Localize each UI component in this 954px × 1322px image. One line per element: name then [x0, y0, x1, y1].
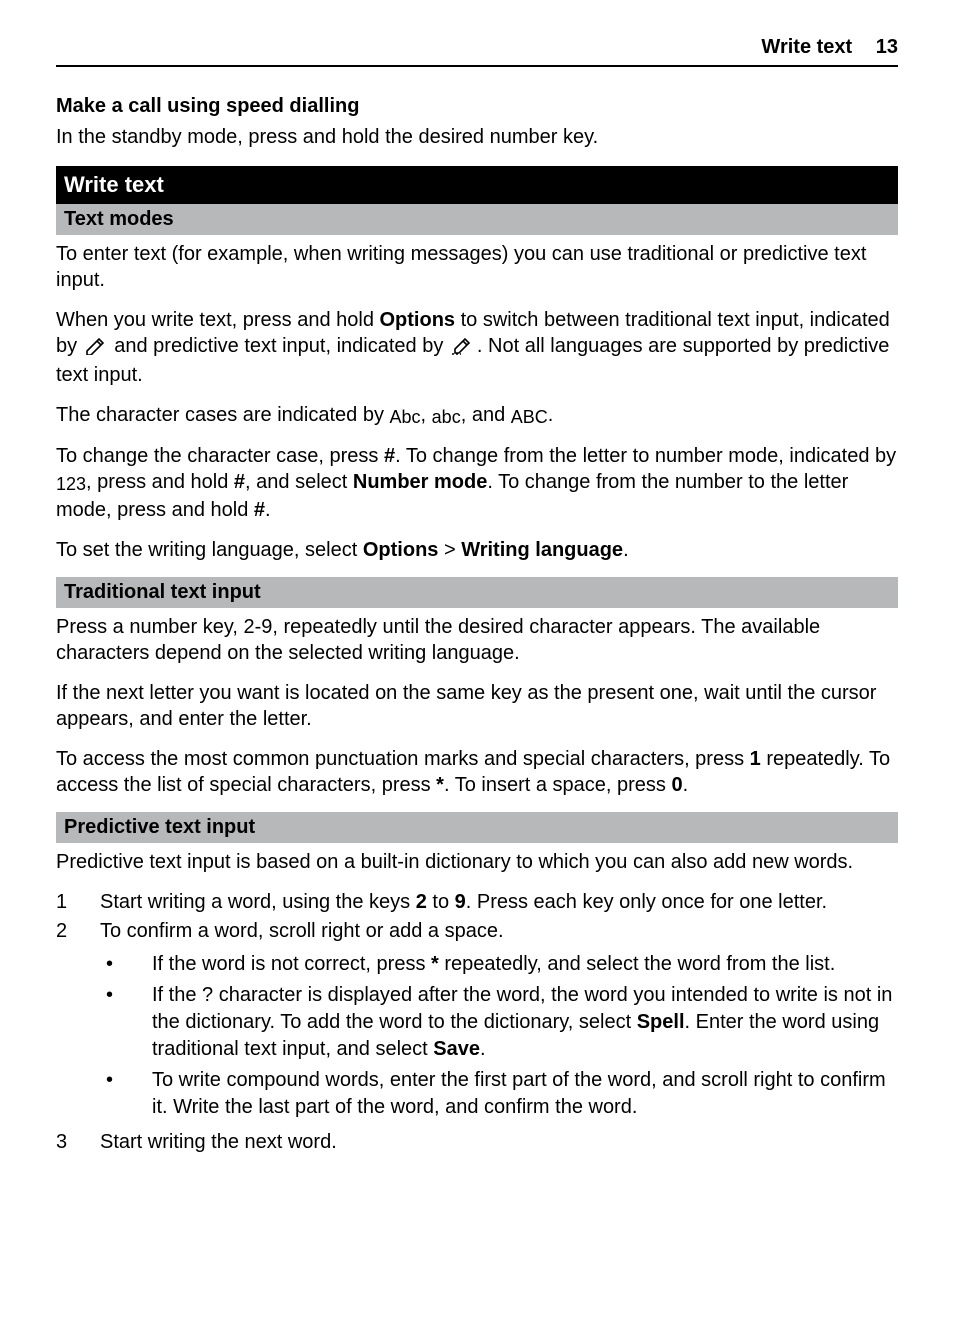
speed-dial-section: Make a call using speed dialling In the …: [56, 95, 898, 150]
list-item: • If the ? character is displayed after …: [100, 982, 898, 1063]
list-item: 3 Start writing the next word.: [56, 1129, 898, 1156]
text-modes-p1: To enter text (for example, when writing…: [56, 241, 898, 293]
list-item: • If the word is not correct, press * re…: [100, 951, 898, 978]
text-modes-p3: The character cases are indicated by Abc…: [56, 402, 898, 429]
page-number: 13: [876, 36, 898, 58]
predictive-steps: 1 Start writing a word, using the keys 2…: [56, 889, 898, 1156]
text-modes-p4: To change the character case, press #. T…: [56, 443, 898, 522]
speed-dial-body: In the standby mode, press and hold the …: [56, 124, 898, 150]
text-modes-heading: Text modes: [56, 204, 898, 235]
header-section-title: Write text: [761, 36, 852, 58]
text-modes-p5: To set the writing language, select Opti…: [56, 537, 898, 563]
predictive-heading: Predictive text input: [56, 812, 898, 843]
write-text-header: Write text: [56, 166, 898, 204]
traditional-p1: Press a number key, 2-9, repeatedly unti…: [56, 614, 898, 666]
pencil-icon: [85, 336, 107, 362]
page: Write text 13 Make a call using speed di…: [0, 0, 954, 1202]
traditional-p3: To access the most common punctuation ma…: [56, 746, 898, 798]
list-item: 1 Start writing a word, using the keys 2…: [56, 889, 898, 916]
traditional-p2: If the next letter you want is located o…: [56, 680, 898, 732]
traditional-heading: Traditional text input: [56, 577, 898, 608]
speed-dial-title: Make a call using speed dialling: [56, 95, 898, 118]
list-item: • To write compound words, enter the fir…: [100, 1067, 898, 1121]
pencil-underline-icon: [451, 336, 475, 362]
text-modes-p2: When you write text, press and hold Opti…: [56, 307, 898, 388]
predictive-bullets: • If the word is not correct, press * re…: [100, 951, 898, 1121]
page-header: Write text 13: [56, 36, 898, 67]
predictive-p1: Predictive text input is based on a buil…: [56, 849, 898, 875]
list-item: 2 To confirm a word, scroll right or add…: [56, 918, 898, 1127]
